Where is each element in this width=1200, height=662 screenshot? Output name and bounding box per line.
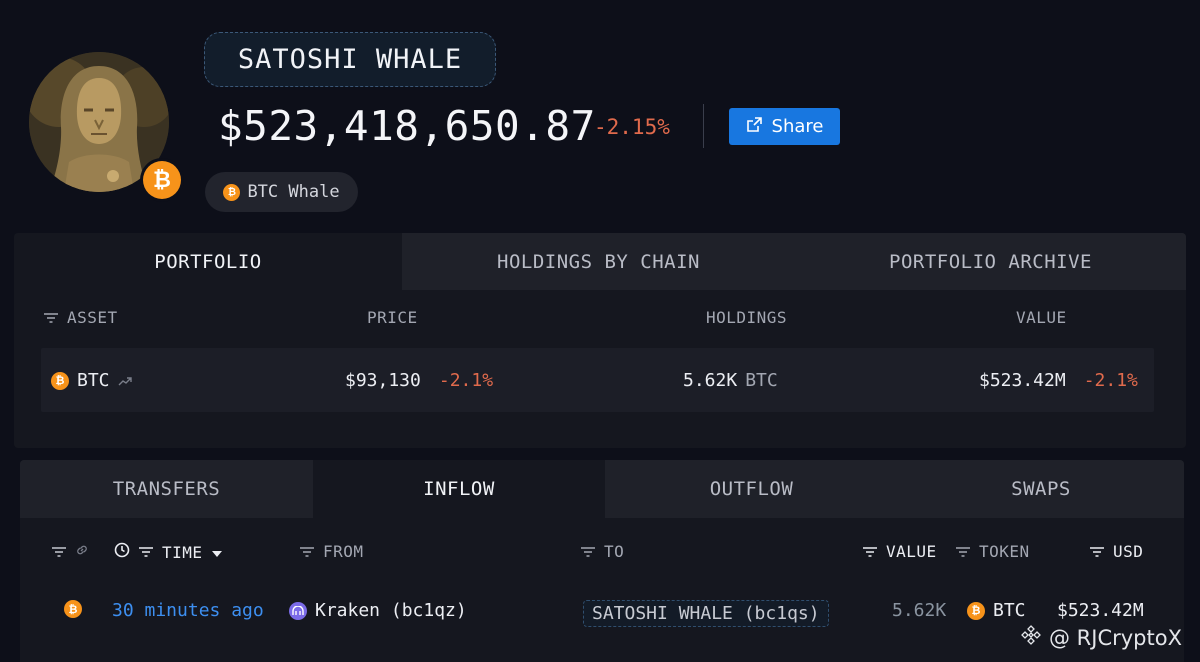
token-cell[interactable]: ₿ BTC xyxy=(967,600,1026,621)
link-icon[interactable] xyxy=(75,542,89,561)
column-time[interactable]: TIME xyxy=(114,542,223,562)
asset-cell[interactable]: ₿ BTC xyxy=(51,370,132,391)
portfolio-card: PORTFOLIO HOLDINGS BY CHAIN PORTFOLIO AR… xyxy=(14,233,1186,448)
transfers-card: TRANSFERS INFLOW OUTFLOW SWAPS TIME xyxy=(20,460,1184,662)
tab-outflow[interactable]: OUTFLOW xyxy=(605,460,898,518)
transfer-value: 5.62K xyxy=(892,600,947,621)
column-token-label: TOKEN xyxy=(979,542,1030,561)
asset-symbol: BTC xyxy=(77,370,110,391)
share-button[interactable]: Share xyxy=(729,108,840,145)
header-divider xyxy=(703,104,704,148)
holdings-amount: 5.62K xyxy=(683,370,738,391)
tab-holdings-by-chain[interactable]: HOLDINGS BY CHAIN xyxy=(402,233,795,290)
from-address[interactable]: Kraken (bc1qz) xyxy=(315,600,467,621)
bitcoin-icon: ₿ xyxy=(64,600,82,618)
transfer-usd: $523.42M xyxy=(1057,600,1144,621)
clock-icon xyxy=(114,542,130,562)
column-token[interactable]: TOKEN xyxy=(955,542,1030,561)
trend-up-icon xyxy=(118,370,132,391)
value-cell: 5.62K xyxy=(892,600,946,621)
tab-swaps[interactable]: SWAPS xyxy=(898,460,1184,518)
value-change: -2.1% xyxy=(1083,370,1138,391)
filter-icon[interactable] xyxy=(862,546,878,558)
column-value[interactable]: VALUE xyxy=(862,542,937,561)
watermark-text: @ RJCryptoX xyxy=(1049,625,1182,650)
entity-name[interactable]: SATOSHI WHALE xyxy=(204,32,496,87)
holdings-unit: BTC xyxy=(745,370,778,391)
entity-tag[interactable]: ₿ BTC Whale xyxy=(205,172,358,212)
bitcoin-icon: ₿ xyxy=(143,161,181,199)
column-chain-filter[interactable] xyxy=(51,542,89,561)
to-address[interactable]: SATOSHI WHALE (bc1qs) xyxy=(583,600,829,627)
share-icon xyxy=(746,116,763,138)
value-cell: $523.42M -2.1% xyxy=(979,370,1138,391)
transfer-time-link[interactable]: 30 minutes ago xyxy=(112,600,264,621)
bitcoin-icon: ₿ xyxy=(51,371,69,390)
usd-cell: $523.42M xyxy=(1057,600,1144,621)
from-cell[interactable]: Kraken (bc1qz) xyxy=(289,600,467,621)
kraken-icon xyxy=(289,601,307,620)
tab-transfers[interactable]: TRANSFERS xyxy=(20,460,313,518)
column-value[interactable]: VALUE xyxy=(1016,308,1067,327)
binance-square-icon xyxy=(1020,624,1042,651)
filter-icon[interactable] xyxy=(580,546,596,558)
column-from[interactable]: FROM xyxy=(299,542,364,561)
watermark: @ RJCryptoX xyxy=(1020,624,1182,651)
column-time-label: TIME xyxy=(162,542,203,562)
column-usd-label: USD xyxy=(1113,542,1144,561)
bitcoin-badge: ₿ xyxy=(140,158,184,202)
share-label: Share xyxy=(771,116,824,137)
column-asset-label: ASSET xyxy=(67,308,118,327)
column-price[interactable]: PRICE xyxy=(367,308,418,327)
filter-icon[interactable] xyxy=(138,546,154,558)
column-value-label: VALUE xyxy=(886,542,937,561)
bitcoin-icon: ₿ xyxy=(967,601,985,620)
column-asset[interactable]: ASSET xyxy=(43,308,118,327)
column-to-label: TO xyxy=(604,542,625,561)
avatar: ₿ xyxy=(29,52,184,202)
portfolio-tabs: PORTFOLIO HOLDINGS BY CHAIN PORTFOLIO AR… xyxy=(14,233,1186,290)
filter-icon[interactable] xyxy=(51,546,67,558)
entity-tag-label: BTC Whale xyxy=(247,182,340,202)
price-change: -2.1% xyxy=(438,370,494,391)
total-balance: $523,418,650.87 xyxy=(218,102,596,150)
tab-portfolio[interactable]: PORTFOLIO xyxy=(14,233,402,290)
avatar-image xyxy=(29,52,169,192)
column-usd[interactable]: USD xyxy=(1089,542,1143,561)
filter-icon[interactable] xyxy=(1089,546,1105,558)
price-cell: $93,130 -2.1% xyxy=(345,370,493,391)
holdings-cell: 5.62K BTC xyxy=(683,370,778,391)
filter-icon[interactable] xyxy=(43,312,59,324)
token-symbol[interactable]: BTC xyxy=(993,600,1026,621)
chain-cell: ₿ xyxy=(64,600,82,618)
balance-change: -2.15% xyxy=(594,115,670,139)
bitcoin-icon: ₿ xyxy=(223,183,241,201)
column-to[interactable]: TO xyxy=(580,542,624,561)
holding-value: $523.42M xyxy=(979,370,1066,391)
table-row[interactable]: ₿ BTC $93,130 -2.1% 5.62K BTC $523.42M -… xyxy=(41,348,1154,412)
caret-down-icon[interactable] xyxy=(211,543,223,562)
tab-inflow[interactable]: INFLOW xyxy=(313,460,605,518)
column-holdings[interactable]: HOLDINGS xyxy=(706,308,788,327)
time-cell[interactable]: 30 minutes ago xyxy=(112,600,264,621)
transfer-tabs: TRANSFERS INFLOW OUTFLOW SWAPS xyxy=(20,460,1184,518)
tab-portfolio-archive[interactable]: PORTFOLIO ARCHIVE xyxy=(795,233,1186,290)
filter-icon[interactable] xyxy=(299,546,315,558)
column-from-label: FROM xyxy=(323,542,364,561)
asset-price: $93,130 xyxy=(345,370,421,391)
to-cell[interactable]: SATOSHI WHALE (bc1qs) xyxy=(583,600,829,627)
filter-icon[interactable] xyxy=(955,546,971,558)
